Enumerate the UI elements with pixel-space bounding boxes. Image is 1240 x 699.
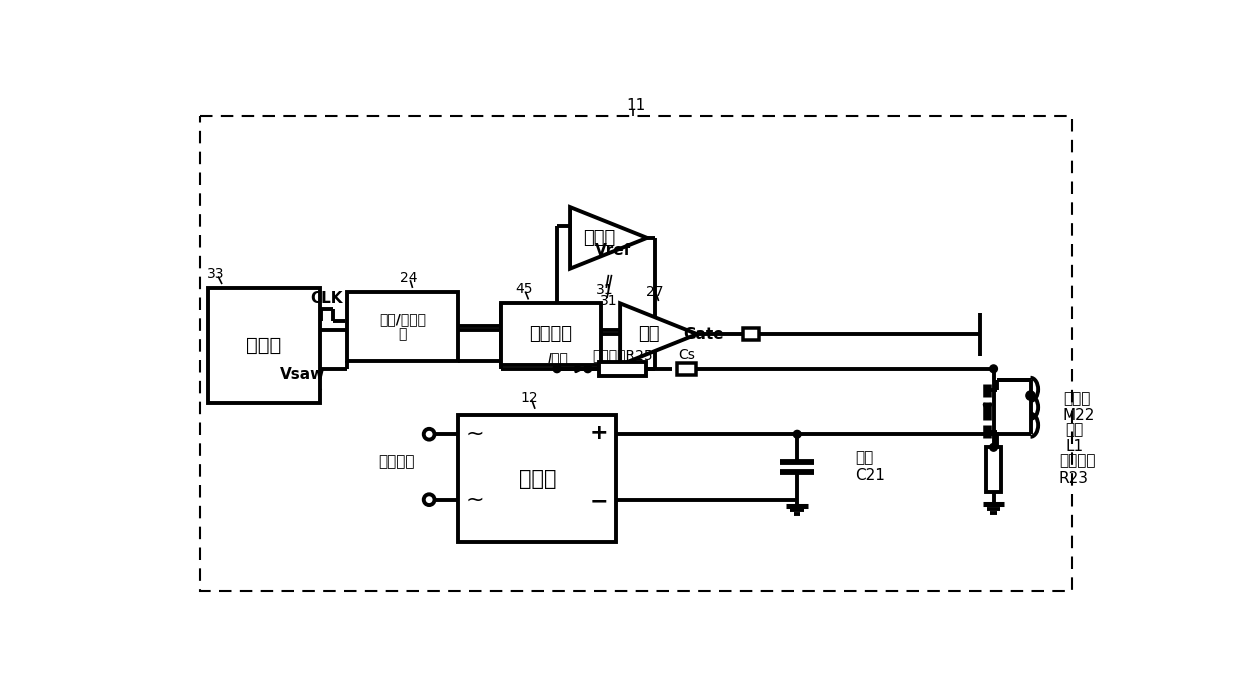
- Text: 换: 换: [398, 327, 407, 341]
- Text: ~: ~: [466, 424, 485, 445]
- Text: 电容
C21: 电容 C21: [854, 450, 885, 483]
- Bar: [459, 415, 616, 542]
- Text: 11: 11: [626, 98, 645, 113]
- Text: 电感
L1: 电感 L1: [1065, 422, 1084, 454]
- Text: 采样电阻
R23: 采样电阻 R23: [1059, 454, 1095, 486]
- Bar: [743, 328, 759, 340]
- Text: Vsaw: Vsaw: [279, 368, 325, 382]
- Text: 31: 31: [596, 283, 614, 297]
- Text: 电压/电流转: 电压/电流转: [379, 312, 427, 326]
- Circle shape: [584, 365, 591, 373]
- Bar: [347, 291, 459, 361]
- Bar: [501, 303, 601, 365]
- Text: Gate: Gate: [683, 326, 724, 342]
- Text: 整流桥: 整流桥: [518, 468, 556, 489]
- Polygon shape: [570, 207, 647, 268]
- Circle shape: [553, 365, 560, 373]
- Text: −: −: [590, 491, 609, 511]
- Bar: [208, 288, 320, 403]
- Text: 27: 27: [646, 284, 663, 298]
- Text: 33: 33: [207, 267, 224, 281]
- Text: I补偿: I补偿: [548, 351, 569, 365]
- Text: 24: 24: [401, 271, 418, 285]
- Bar: [986, 447, 1001, 492]
- Circle shape: [990, 365, 997, 373]
- Bar: [677, 363, 696, 375]
- Text: CLK: CLK: [310, 291, 343, 306]
- Text: 功率管
M22: 功率管 M22: [1063, 391, 1095, 424]
- Text: 驱动: 驱动: [639, 325, 660, 343]
- Text: 比较器: 比较器: [583, 229, 615, 247]
- Text: 12: 12: [521, 391, 538, 405]
- Bar: [201, 116, 1073, 591]
- Bar: [599, 362, 646, 375]
- Text: Cs: Cs: [678, 348, 694, 362]
- Text: +: +: [590, 423, 609, 442]
- Text: 振荡器: 振荡器: [247, 336, 281, 355]
- Circle shape: [794, 431, 801, 438]
- Text: 31: 31: [600, 294, 618, 308]
- Text: Vref: Vref: [595, 243, 631, 259]
- Circle shape: [1025, 391, 1035, 401]
- Polygon shape: [620, 303, 697, 365]
- Circle shape: [990, 443, 997, 451]
- Text: 逻辑控制: 逻辑控制: [529, 325, 573, 343]
- Text: ~: ~: [466, 490, 485, 510]
- Text: 补偿电阻R25: 补偿电阻R25: [591, 348, 652, 362]
- Text: 市网电压: 市网电压: [378, 454, 415, 469]
- Text: 45: 45: [515, 282, 533, 296]
